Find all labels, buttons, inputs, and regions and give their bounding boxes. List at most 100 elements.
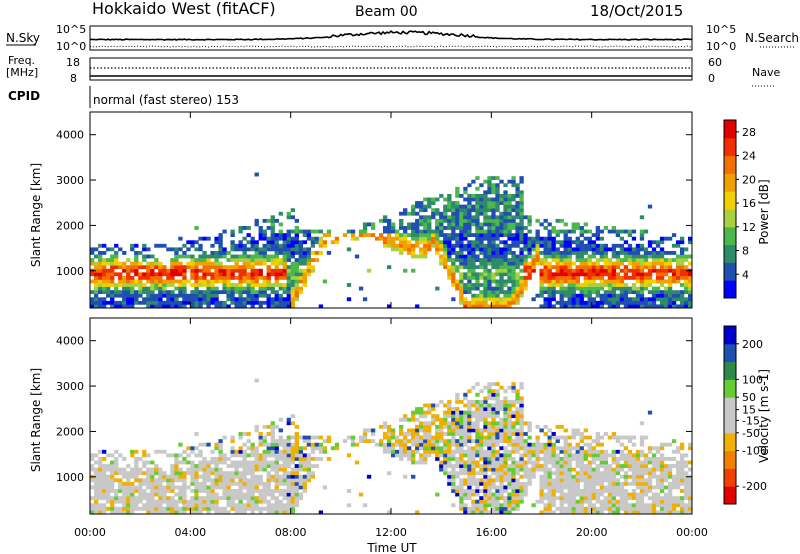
power-cell (206, 293, 211, 298)
power-cell (647, 254, 653, 259)
velocity-cell (575, 499, 580, 504)
velocity-cell (475, 453, 480, 458)
power-cell (627, 275, 633, 280)
velocity-cell (539, 485, 544, 490)
power-cell (431, 215, 436, 220)
power-cell (671, 293, 677, 298)
velocity-cell (539, 464, 544, 468)
power-cell (515, 272, 520, 277)
power-cell (551, 293, 556, 298)
velocity-cell (298, 453, 303, 458)
power-cell (451, 215, 456, 220)
velocity-cell (487, 453, 492, 458)
velocity-cell (495, 460, 500, 465)
power-cell (595, 290, 600, 295)
power-cell (495, 204, 500, 209)
power-cell (242, 226, 247, 230)
velocity-cell (679, 464, 685, 468)
power-cell (547, 275, 552, 280)
power-cell (535, 233, 540, 238)
velocity-cell (619, 449, 625, 454)
power-cell (318, 240, 324, 245)
power-cell (98, 272, 103, 277)
power-cell (603, 300, 609, 305)
velocity-cell (551, 510, 556, 515)
velocity-cell (254, 428, 259, 433)
power-cell (94, 290, 99, 295)
power-cell (278, 261, 283, 266)
velocity-cell (431, 417, 436, 422)
velocity-cell (238, 492, 243, 497)
power-cell (226, 250, 231, 255)
velocity-cell (575, 506, 580, 511)
power-cell (611, 279, 617, 284)
power-cell (659, 275, 665, 280)
velocity-cell (547, 496, 552, 501)
power-cell (278, 275, 283, 280)
power-cell (142, 247, 147, 252)
velocity-cell (386, 439, 392, 444)
velocity-cell (575, 492, 580, 497)
velocity-cell (607, 467, 613, 472)
velocity-cell (543, 474, 548, 479)
power-cell (362, 297, 368, 302)
velocity-cell (158, 474, 163, 479)
velocity-cell (547, 456, 552, 461)
velocity-cell (266, 464, 271, 468)
velocity-cell (150, 499, 155, 504)
power-cell (407, 211, 412, 216)
power-cell (218, 300, 223, 305)
power-cell (238, 290, 243, 295)
velocity-cell (483, 492, 488, 497)
power-cell (443, 236, 448, 241)
velocity-cell (515, 428, 520, 433)
velocity-cell (399, 439, 404, 444)
velocity-cell (250, 442, 255, 447)
velocity-cell (258, 435, 263, 440)
velocity-cell (246, 506, 251, 511)
velocity-cell (507, 474, 512, 479)
velocity-cell (631, 453, 637, 458)
power-cell (655, 297, 661, 302)
velocity-cell (178, 453, 183, 458)
power-cell (523, 233, 528, 238)
power-cell (114, 250, 119, 255)
power-cell (266, 258, 271, 262)
power-cell (687, 297, 693, 302)
power-cell (495, 186, 500, 191)
power-cell (230, 258, 235, 262)
velocity-cell (90, 503, 95, 508)
velocity-cell (519, 399, 524, 404)
velocity-cell (631, 474, 637, 479)
power-cell (519, 247, 524, 252)
power-cell (447, 233, 452, 238)
power-cell (403, 236, 408, 241)
velocity-cell (242, 467, 247, 472)
power-cell (683, 300, 689, 305)
velocity-cell (463, 464, 468, 468)
power-cell (118, 261, 123, 266)
power-cell (411, 208, 416, 213)
power-cell (555, 229, 560, 234)
power-cell (94, 272, 99, 277)
power-cell (491, 226, 496, 230)
power-cell (511, 272, 516, 277)
power-cell (487, 272, 492, 277)
velocity-cell (170, 471, 175, 476)
power-cell (575, 265, 580, 270)
power-cell (242, 236, 247, 241)
power-cell (415, 233, 420, 238)
power-cell (503, 226, 508, 230)
power-cell (475, 236, 480, 241)
power-cell (431, 208, 436, 213)
power-cell (683, 265, 689, 270)
power-cell (122, 261, 127, 266)
velocity-cell (547, 510, 552, 515)
velocity-cell (563, 492, 568, 497)
velocity-cell (178, 460, 183, 465)
power-cell (563, 265, 568, 270)
velocity-cell (651, 503, 657, 508)
power-cell (110, 283, 115, 287)
velocity-cell (270, 439, 275, 444)
power-cell (559, 279, 564, 284)
